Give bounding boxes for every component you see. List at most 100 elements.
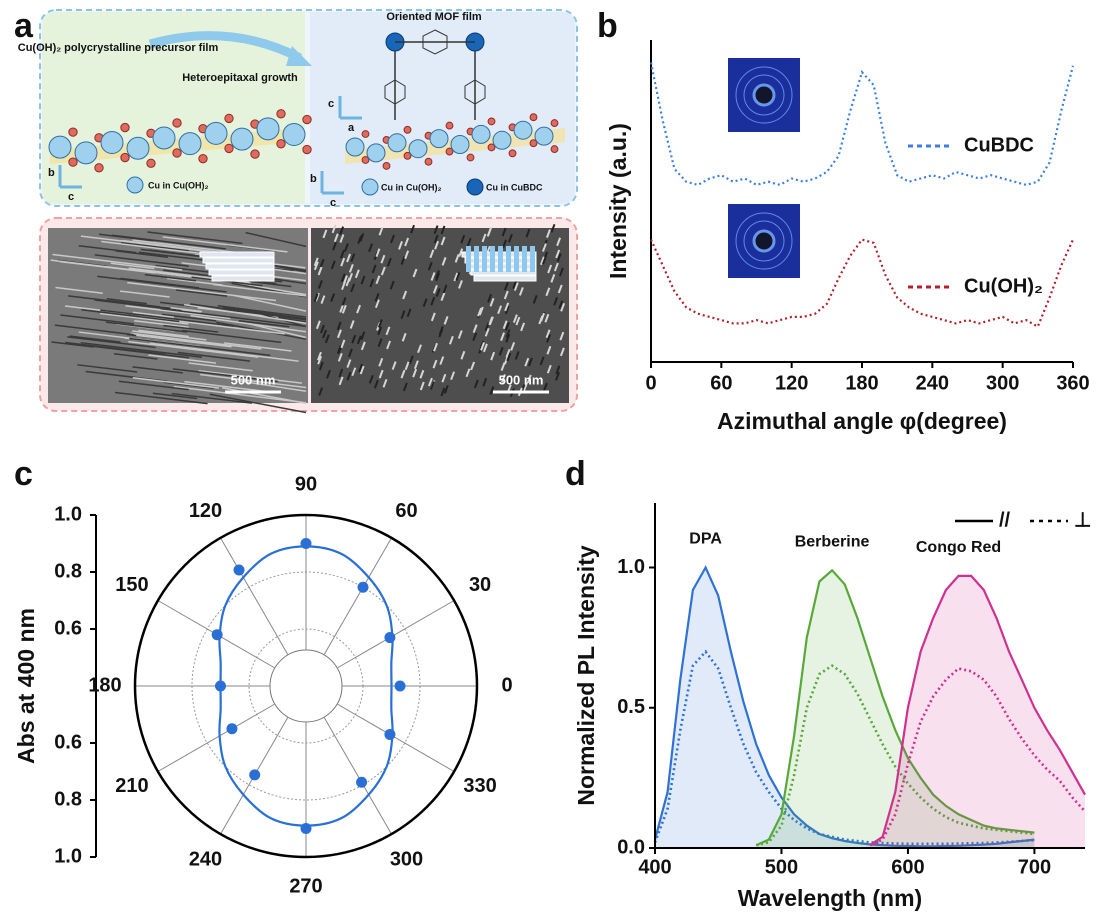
sem-rod	[503, 290, 509, 300]
sem-rod	[354, 269, 360, 279]
sem-rod	[532, 295, 538, 304]
sem-rod	[350, 253, 356, 262]
sem-rod	[404, 361, 410, 371]
sem-fiber	[120, 277, 200, 289]
sem-rod	[484, 327, 490, 337]
sem-fiber	[110, 262, 155, 270]
x-tick-label: 400	[638, 856, 671, 878]
sem-rod	[413, 360, 419, 370]
sem-fiber	[121, 242, 189, 252]
diffraction-ring	[735, 66, 793, 124]
sem-rod	[505, 333, 511, 343]
sem-rod	[513, 282, 519, 291]
sem-rod	[339, 226, 345, 235]
mof-pillar	[514, 246, 519, 272]
sem-rod	[429, 249, 435, 259]
x-tick-label: 360	[1056, 372, 1089, 394]
axis-letter: b	[310, 173, 317, 185]
series-line	[869, 667, 1086, 847]
sem-rod	[351, 334, 357, 344]
sem-rod	[489, 297, 495, 307]
sem-rod	[313, 293, 319, 302]
film-model	[470, 269, 537, 276]
sem-rod	[317, 280, 323, 289]
sem-rod	[472, 332, 478, 342]
sem-fiber	[54, 324, 134, 336]
sem-fiber	[160, 307, 307, 328]
sem-rod	[477, 307, 483, 317]
oh-group	[361, 130, 370, 138]
sem-rod	[542, 255, 547, 265]
arrow-head	[286, 46, 312, 66]
spoke	[157, 703, 276, 772]
legend-label: Cu in CuBDC	[486, 182, 543, 192]
r-axis-label: Abs at 400 nm	[13, 608, 39, 764]
sem-rod	[402, 382, 408, 392]
sem-rod	[432, 359, 438, 369]
sem-fiber	[130, 332, 262, 350]
sem-rod	[487, 293, 493, 303]
sem-rod	[341, 281, 346, 291]
sem-rod	[448, 335, 454, 345]
oh-group	[250, 149, 260, 159]
cu-atom	[230, 127, 254, 151]
sem-rod	[560, 302, 566, 312]
legend-cu	[126, 176, 144, 194]
sem-fiber	[162, 313, 217, 322]
sem-rod	[406, 308, 412, 318]
sem-rod	[338, 376, 344, 386]
sem-rod	[368, 243, 374, 253]
film-model	[208, 269, 275, 276]
sem-fiber	[162, 236, 288, 253]
sem-fiber	[238, 319, 290, 328]
panel-label: c	[14, 455, 33, 493]
cu-atom	[366, 143, 386, 163]
sem-fiber	[55, 286, 103, 294]
sem-fiber	[81, 344, 189, 359]
sem-fiber	[172, 368, 278, 383]
diffraction-ring	[735, 212, 793, 270]
sem-fiber	[118, 380, 189, 391]
axis-letter: c	[328, 98, 334, 110]
sem-fiber	[183, 303, 307, 325]
sem-rod	[484, 322, 490, 332]
series-area	[655, 567, 1035, 848]
sem-rod	[545, 329, 551, 339]
oh-group	[382, 161, 391, 170]
spoke	[323, 716, 392, 835]
annotation: Berberine	[795, 534, 870, 551]
cu-atom	[492, 130, 512, 150]
growth-arrow	[148, 31, 303, 63]
sem-rod	[498, 346, 504, 356]
sem-rod	[341, 297, 347, 306]
sem-rod	[505, 348, 511, 358]
annotation: DPA	[689, 531, 722, 548]
sem-rod	[412, 268, 418, 278]
sem-rod	[412, 368, 418, 378]
cu-atom	[513, 120, 533, 140]
sem-rod	[332, 241, 337, 251]
sem-rod	[546, 345, 552, 355]
sem-rod	[539, 356, 545, 366]
sem-rod	[501, 374, 506, 383]
legend-cubdc	[466, 178, 484, 196]
spoke	[220, 537, 289, 656]
data-point	[249, 769, 261, 781]
sem-fiber	[98, 233, 154, 242]
sem-rod	[346, 371, 352, 381]
sem-rod	[510, 342, 516, 351]
sem-rod	[434, 240, 440, 250]
sem-rod	[559, 347, 565, 357]
sem-rod	[440, 236, 446, 246]
sem-fiber	[213, 283, 307, 297]
series-line	[653, 565, 1035, 848]
benzene	[384, 79, 406, 105]
sem-fiber	[217, 304, 307, 318]
sem-rod	[320, 324, 325, 334]
sem-rod	[488, 316, 494, 326]
sem-rod	[440, 292, 446, 302]
sem-rod	[508, 233, 513, 243]
sem-fiber	[134, 319, 189, 329]
sem-rod	[490, 351, 496, 361]
sem-rod	[443, 316, 449, 325]
